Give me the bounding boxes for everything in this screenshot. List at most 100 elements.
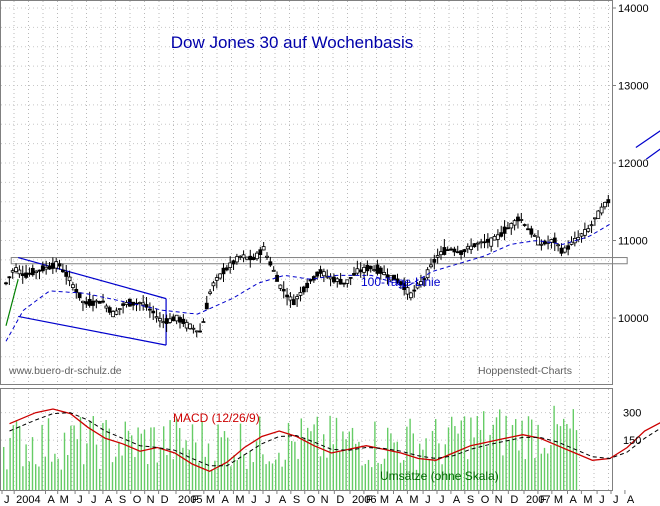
volume-bar: [358, 441, 360, 490]
volume-bar: [415, 469, 418, 490]
volume-bar: [3, 446, 5, 490]
candle-body: [492, 236, 497, 241]
candle-body: [44, 266, 49, 270]
volume-bar: [131, 435, 133, 490]
downtrend-channel-lower: [18, 315, 167, 346]
month-tick-label: J: [77, 494, 83, 506]
candle-body: [47, 265, 52, 270]
month-tick-label: J: [613, 494, 619, 506]
candle-body: [512, 220, 517, 226]
volume-bar: [60, 469, 62, 490]
candle-body: [345, 279, 350, 284]
candle-body: [342, 282, 346, 285]
candle-body: [214, 277, 219, 281]
candle-body: [485, 238, 490, 243]
candle-body: [141, 302, 146, 306]
volume-bar: [345, 439, 347, 490]
volume-bar: [134, 456, 136, 490]
volume-bar: [483, 411, 485, 490]
volume-bar: [403, 460, 405, 490]
volume-bar: [76, 439, 78, 490]
volume-bar: [214, 460, 216, 490]
candle-body: [154, 316, 159, 319]
month-tick-label: A: [105, 494, 113, 506]
candle-body: [472, 243, 477, 248]
candle-body: [405, 287, 410, 295]
source-label: Hoppenstedt-Charts: [478, 365, 572, 377]
candle-body: [308, 278, 313, 282]
candle-body: [204, 302, 209, 310]
candle-body: [211, 282, 216, 287]
month-tick-label: S: [119, 494, 126, 506]
volume-bar: [153, 427, 155, 490]
candle-body: [566, 245, 571, 250]
price-candles: [4, 194, 611, 338]
volume-bar: [534, 458, 536, 490]
candle-body: [412, 289, 417, 292]
volume-bar: [169, 420, 171, 490]
volume-bar: [351, 427, 354, 490]
volume-bar: [166, 455, 168, 490]
volume-bar: [476, 416, 478, 490]
candle-body: [87, 299, 92, 306]
volume-bar: [454, 426, 456, 490]
volume-bar: [230, 466, 232, 490]
candle-body: [67, 276, 72, 282]
volume-bar: [63, 432, 66, 490]
volume-bar: [508, 440, 510, 490]
volume-bar: [73, 425, 75, 490]
candle-body: [455, 251, 460, 254]
volume-bar: [198, 462, 200, 490]
candle-body: [382, 272, 387, 275]
month-tick-label: D: [510, 494, 518, 506]
volume-bar: [12, 425, 14, 490]
volume-bar: [204, 456, 206, 490]
volume-bar: [457, 433, 459, 490]
month-tick-label: M: [380, 494, 389, 506]
volume-bar: [217, 424, 219, 490]
candle-body: [291, 299, 296, 306]
candle-body: [24, 272, 28, 278]
volume-bar: [297, 458, 299, 490]
month-tick-label: M: [554, 494, 563, 506]
candle-body: [365, 264, 370, 272]
volume-bar: [310, 431, 312, 490]
month-tick-label: J: [599, 494, 605, 506]
month-tick-label: D: [336, 494, 344, 506]
volume-bar: [489, 434, 491, 490]
volume-bar: [185, 440, 187, 490]
candle-body: [489, 237, 494, 247]
candle-body: [469, 245, 474, 250]
candle-body: [14, 267, 18, 272]
volume-bar: [92, 416, 94, 490]
volume-bar: [393, 442, 395, 490]
volume-bar: [396, 441, 398, 490]
volume-bar: [95, 444, 98, 490]
volume-bar: [102, 422, 104, 490]
volume-bar: [521, 420, 523, 490]
candle-body: [107, 307, 112, 313]
candle-body: [352, 273, 356, 276]
uptrend-channel-lower: [645, 148, 660, 160]
volume-bar: [265, 464, 267, 490]
volume-bar: [246, 468, 248, 490]
volume-bar: [553, 405, 555, 490]
candle-body: [603, 201, 607, 208]
candle-body: [562, 247, 567, 253]
candle-body: [462, 249, 467, 253]
volume-bar: [515, 419, 517, 490]
month-tick-label: M: [206, 494, 215, 506]
candle-body: [164, 318, 169, 324]
candle-body: [495, 234, 500, 240]
volume-bar: [207, 443, 210, 490]
volume-bar: [223, 431, 226, 490]
volume-bar: [556, 424, 558, 490]
volume-bar: [479, 429, 482, 490]
volume-bar: [105, 419, 107, 490]
volume-bar: [89, 420, 91, 490]
month-tick-label: F: [366, 494, 373, 506]
volume-bar: [406, 426, 408, 490]
volume-bar: [364, 463, 366, 490]
volume-bar: [137, 427, 139, 490]
